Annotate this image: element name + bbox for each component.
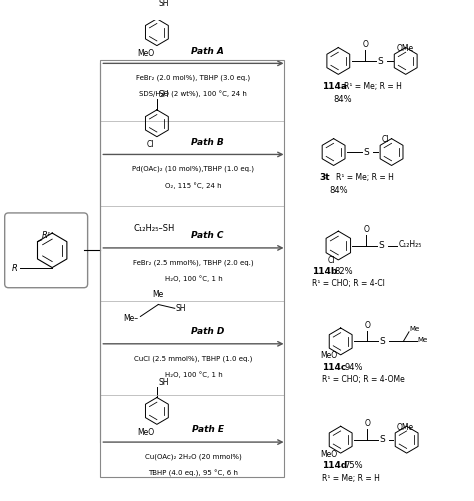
Text: Path C: Path C [191,231,224,240]
Text: 84%: 84% [329,185,347,194]
Text: 3t: 3t [319,173,330,182]
Text: C₁₂H₂₅–SH: C₁₂H₂₅–SH [134,224,175,233]
Text: SH: SH [176,303,186,312]
Text: 82%: 82% [334,267,353,276]
Text: SH: SH [159,377,169,386]
Text: Me–: Me– [123,313,138,322]
Text: TBHP (4.0 eq.), 95 °C, 6 h: TBHP (4.0 eq.), 95 °C, 6 h [148,468,238,476]
Text: Path A: Path A [191,47,224,56]
Text: Me: Me [410,325,419,331]
Text: MeO: MeO [137,49,155,58]
Text: 94%: 94% [345,362,363,371]
Text: C₁₂H₂₅: C₁₂H₂₅ [398,239,421,248]
Text: 114d: 114d [322,460,347,469]
Text: S: S [363,147,369,156]
Text: MeO: MeO [321,351,338,360]
Text: 114b: 114b [312,267,337,276]
Text: SDS/H₂O (2 wt%), 100 °C, 24 h: SDS/H₂O (2 wt%), 100 °C, 24 h [139,91,247,98]
Text: 114c: 114c [322,362,346,371]
FancyBboxPatch shape [5,213,88,288]
Text: O: O [365,418,371,427]
Text: Path E: Path E [191,425,224,433]
Text: H₂O, 100 °C, 1 h: H₂O, 100 °C, 1 h [164,275,222,282]
Text: S: S [380,434,385,443]
Text: O₂, 115 °C, 24 h: O₂, 115 °C, 24 h [165,181,222,188]
Text: Me: Me [153,289,164,298]
Text: O: O [365,320,371,329]
Text: Me: Me [418,337,428,343]
Text: S: S [380,336,385,345]
Text: FeBr₂ (2.5 mmol%), TBHP (2.0 eq.): FeBr₂ (2.5 mmol%), TBHP (2.0 eq.) [133,259,254,266]
Text: R: R [12,264,18,273]
Text: 75%: 75% [345,460,363,469]
Text: 114a: 114a [322,82,347,91]
Text: SH: SH [159,0,169,8]
Text: Cl: Cl [328,256,336,265]
Text: OMe: OMe [397,422,414,431]
Text: R¹ = CHO; R = 4-OMe: R¹ = CHO; R = 4-OMe [322,375,405,384]
Text: O: O [364,224,370,233]
Text: R¹ = CHO; R = 4-Cl: R¹ = CHO; R = 4-Cl [312,279,385,288]
Text: Cu(OAc)₂ 2H₂O (20 mmol%): Cu(OAc)₂ 2H₂O (20 mmol%) [145,453,242,459]
Text: SH: SH [159,90,169,99]
Text: R¹: R¹ [42,231,52,240]
Text: Cl: Cl [147,140,155,149]
Text: R¹ = Me; R = H: R¹ = Me; R = H [345,82,402,91]
Text: R¹ = Me; R = H: R¹ = Me; R = H [336,173,394,182]
Text: R¹ = Me; R = H: R¹ = Me; R = H [322,472,380,481]
Bar [100,61,284,476]
Text: Path B: Path B [191,138,224,146]
Text: 84%: 84% [334,95,352,104]
Text: OMe: OMe [396,44,413,53]
Text: MeO: MeO [321,449,338,458]
Text: Path D: Path D [191,327,224,336]
Text: MeO: MeO [137,427,155,436]
Text: Pd(OAc)₂ (10 mol%),TBHP (1.0 eq.): Pd(OAc)₂ (10 mol%),TBHP (1.0 eq.) [132,166,255,172]
Text: S: S [378,240,384,249]
Text: FeBr₂ (2.0 mol%), TBHP (3.0 eq.): FeBr₂ (2.0 mol%), TBHP (3.0 eq.) [137,75,250,81]
Text: Cl: Cl [382,135,390,144]
Text: S: S [377,57,383,65]
Text: H₂O, 100 °C, 1 h: H₂O, 100 °C, 1 h [164,370,222,377]
Text: O: O [363,41,369,50]
Text: CuCl (2.5 mmol%), TBHP (1.0 eq.): CuCl (2.5 mmol%), TBHP (1.0 eq.) [134,355,253,361]
